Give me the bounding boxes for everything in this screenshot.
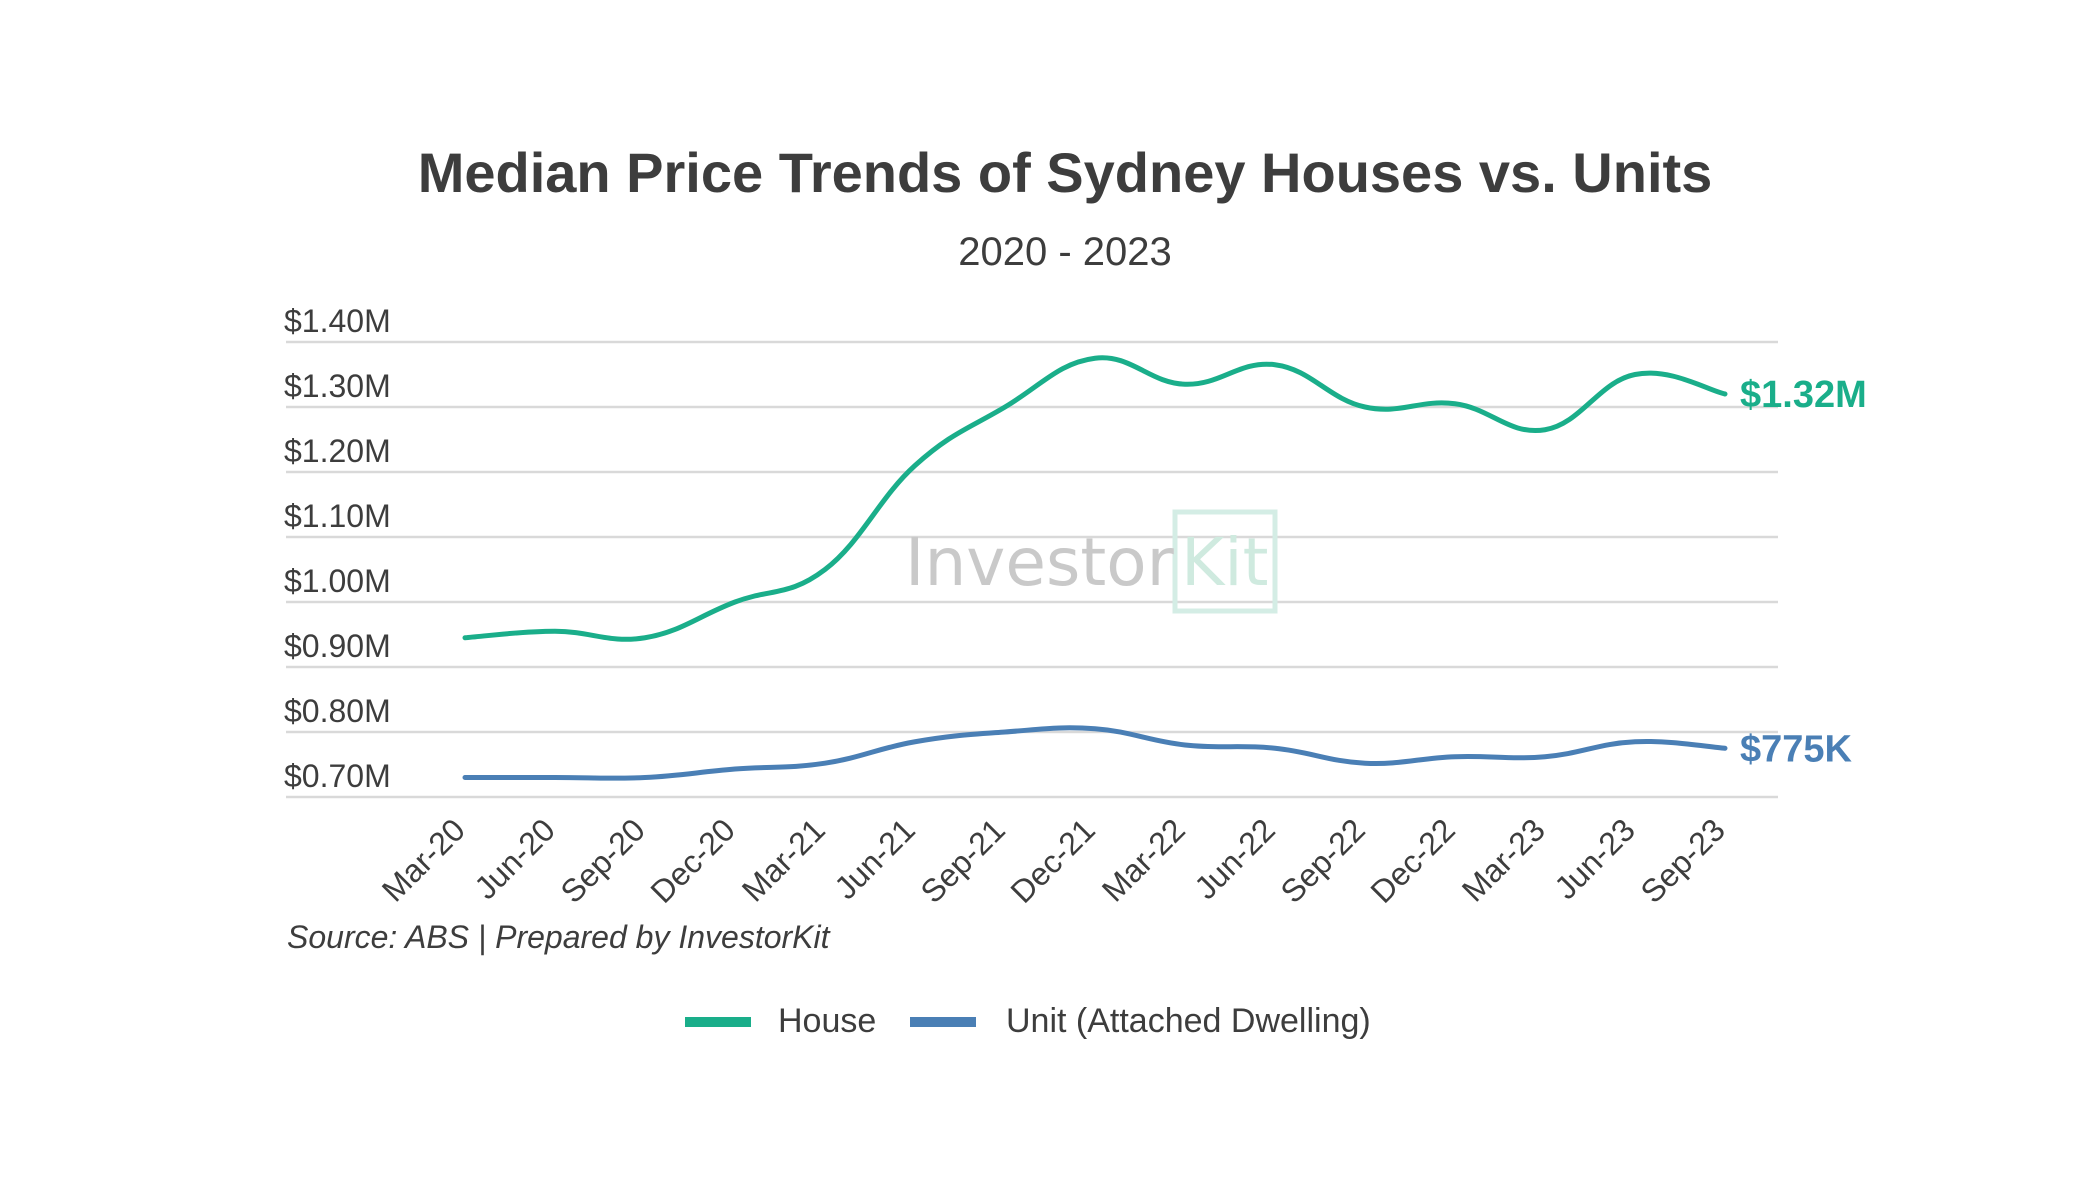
x-tick-label: Sep-22 [1274,811,1372,909]
source-note: Source: ABS | Prepared by InvestorKit [287,919,831,955]
x-tick-label: Mar-22 [1095,811,1192,908]
legend: House Unit (Attached Dwelling) [685,1002,1371,1040]
x-tick-label: Dec-21 [1004,811,1102,909]
y-tick-label: $0.80M [284,693,391,729]
x-tick-label: Sep-21 [914,811,1012,909]
series-lines [462,355,1728,781]
chart-title: Median Price Trends of Sydney Houses vs.… [418,141,1713,204]
y-tick-label: $1.40M [284,303,391,339]
watermark-right: Kit [1181,524,1269,601]
x-tick-label: Jun-23 [1547,811,1642,906]
legend-label-house: House [778,1002,876,1040]
legend-swatch-unit [910,1017,976,1027]
x-tick-label: Mar-23 [1455,811,1552,908]
x-tick-label: Mar-21 [735,811,832,908]
x-axis-ticks: Mar-20Jun-20Sep-20Dec-20Mar-21Jun-21Sep-… [375,811,1732,909]
y-tick-label: $1.00M [284,563,391,599]
gridlines [286,340,1778,799]
end-labels: $1.32M $775K [1740,374,1867,770]
x-tick-label: Sep-20 [554,811,652,909]
x-tick-label: Mar-20 [375,811,472,908]
watermark-box [1172,509,1278,614]
watermark-left: Investor [905,524,1175,601]
watermark: Investor Kit [905,509,1278,614]
y-tick-label: $0.90M [284,628,391,664]
y-tick-label: $0.70M [284,758,391,794]
y-tick-label: $1.30M [284,368,391,404]
y-axis-ticks: $0.70M $0.80M $0.90M $1.00M $1.10M $1.20M $1.3… [284,303,391,794]
end-label-unit: $775K [1740,728,1853,770]
legend-swatch-house [685,1017,751,1027]
series-line-unit [462,725,1728,781]
y-tick-label: $1.10M [284,498,391,534]
y-tick-label: $1.20M [284,433,391,469]
end-label-house: $1.32M [1740,374,1867,416]
chart-subtitle: 2020 - 2023 [958,230,1172,274]
x-tick-label: Jun-20 [467,811,562,906]
x-tick-label: Sep-23 [1634,811,1732,909]
x-tick-label: Jun-21 [827,811,922,906]
x-tick-label: Dec-22 [1364,811,1462,909]
x-tick-label: Dec-20 [644,811,742,909]
legend-label-unit: Unit (Attached Dwelling) [1006,1002,1371,1040]
x-tick-label: Jun-22 [1187,811,1282,906]
